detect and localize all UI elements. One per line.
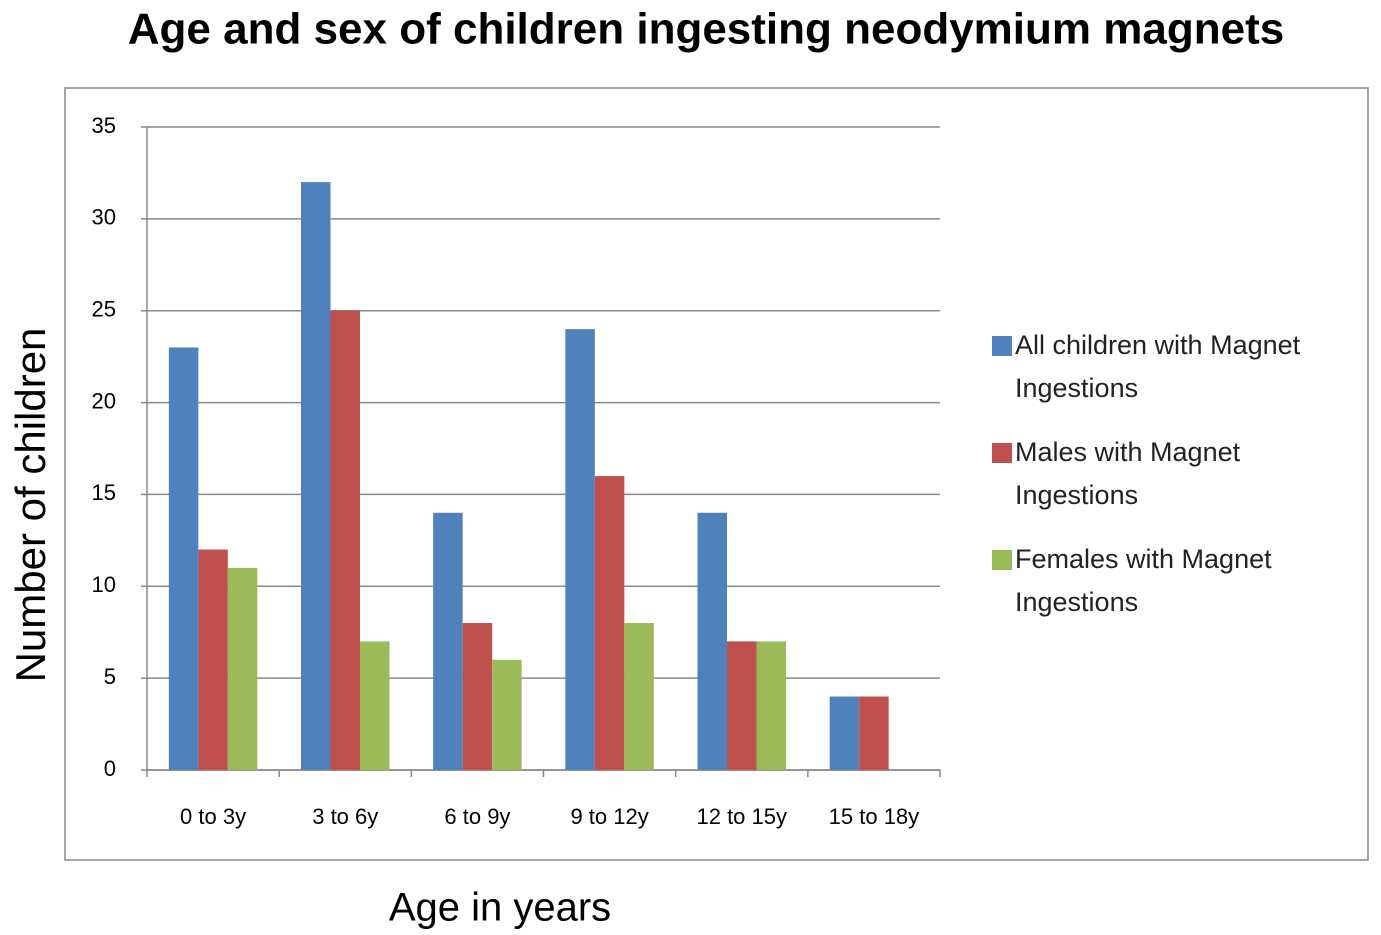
y-tick-label: 30 [92,205,116,230]
bar [227,567,258,770]
bar [492,659,522,770]
bar [829,696,860,770]
y-tick-label: 20 [92,388,116,413]
bar [859,696,889,770]
y-tick-label: 0 [104,756,116,781]
x-tick-label: 3 to 6y [312,804,378,829]
x-tick-label: 9 to 12y [570,804,648,829]
bar [594,476,625,770]
bar [168,347,199,770]
y-tick-label: 15 [92,480,116,505]
bar [756,641,786,770]
y-axis-label: Number of children [7,328,54,683]
legend-label: All children with Magnet Ingestions [1015,330,1301,403]
legend-label: Males with Magnet Ingestions [1015,437,1241,510]
bar [330,310,360,770]
bar [301,182,331,771]
y-tick-label: 10 [92,572,116,597]
bar [462,623,493,770]
legend-swatch [992,443,1012,463]
bar [697,512,727,770]
chart-border [64,87,1369,861]
chart-title: Age and sex of children ingesting neodym… [128,5,1284,54]
y-tick-label: 5 [104,664,116,689]
bar [360,641,390,770]
legend-swatch [992,336,1012,356]
bar [624,623,654,770]
bar [727,641,757,770]
x-tick-label: 12 to 15y [696,804,787,829]
bar [565,329,595,770]
x-tick-label: 6 to 9y [444,804,510,829]
y-tick-label: 35 [92,113,116,138]
bar [433,512,463,770]
bar [198,549,228,770]
legend-swatch [992,550,1012,570]
x-axis-label: Age in years [389,886,611,930]
x-tick-label: 15 to 18y [829,804,920,829]
legend-label: Females with Magnet Ingestions [1015,544,1272,617]
x-tick-label: 0 to 3y [180,804,246,829]
y-tick-label: 25 [92,297,116,322]
